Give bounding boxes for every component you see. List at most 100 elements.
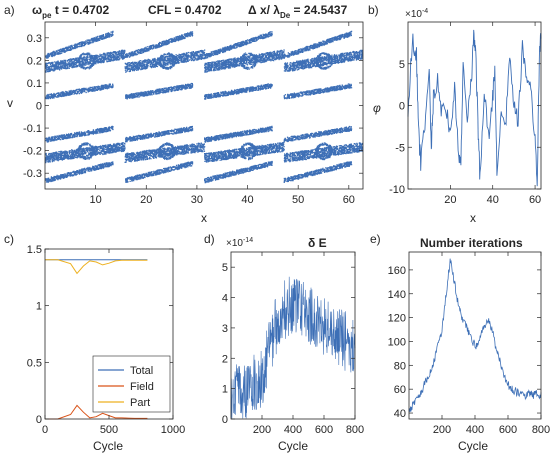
panel-b-scale: ×10-4 (405, 8, 428, 20)
panel-c-legend: Total Field Part (92, 355, 171, 413)
panel-a-xticks: 10 20 30 40 50 60 (90, 22, 355, 206)
panel-a-title-delta-val: = 24.5437 (290, 3, 347, 17)
panel-a-title-delta: Δ x/ λ (248, 3, 280, 17)
panel-a-xtick-label: 30 (191, 194, 203, 206)
panel-a-yticks: 0.3 0.2 0.1 0 -0.1 -0.2 -0.3 (23, 33, 363, 180)
panel-a-ytick-label: -0.2 (23, 146, 42, 158)
panel-e-label: e) (370, 232, 381, 246)
panel-e-title: Number iterations (420, 236, 523, 250)
panel-a-title-omega-sub: pe (42, 11, 52, 20)
svg-text:ωpe t = 0.4702: ωpe t = 0.4702 (32, 3, 110, 20)
panel-b-xtick-label: 60 (529, 194, 541, 206)
panel-e-ytick-label: 40 (394, 408, 406, 420)
panel-c-xlabel: Cycle (93, 439, 123, 453)
panel-e-xtick-label: 600 (499, 424, 517, 436)
panel-d-ytick-label: 5 (222, 262, 228, 274)
panel-e-ytick-label: 120 (388, 313, 406, 325)
panel-b-xlabel: x (470, 211, 476, 225)
panel-c-xtick-label: 500 (100, 424, 118, 436)
panel-c-xtick-label: 1000 (161, 424, 185, 436)
panel-a-plot (45, 30, 363, 184)
panel-a-scatter-points (45, 30, 363, 184)
panel-d: d) ×10-14 δ E 0 1 2 3 4 5 200 400 600 800 Cycle (204, 232, 364, 453)
panel-c-ytick-label: 0.5 (27, 357, 42, 369)
panel-e-xtick-label: 400 (466, 424, 484, 436)
panel-c-legend-box (92, 355, 171, 413)
panel-b-yticks: 5 0 -5 -10 (389, 59, 541, 196)
panel-e-ytick-label: 60 (394, 384, 406, 396)
panel-c-legend-label-field: Field (130, 381, 154, 393)
panel-c-series-part (45, 259, 148, 275)
panel-b-ylabel: φ (373, 101, 381, 115)
panel-d-ytick-label: 3 (222, 323, 228, 335)
panel-c-ytick-label: 1.5 (27, 244, 42, 256)
panel-a-ytick-label: 0 (36, 101, 42, 113)
panel-a-ylabel: v (7, 96, 13, 110)
panel-a-xtick-label: 10 (90, 194, 102, 206)
panel-b-line (407, 29, 542, 187)
panel-e-ytick-label: 100 (388, 336, 406, 348)
panel-d-line (230, 276, 356, 419)
panel-c: c) 0 0.5 1 1.5 0 500 1000 Cycle Total Field Par… (4, 232, 185, 453)
panel-d-xtick-label: 200 (253, 424, 271, 436)
panel-e: e) Number iterations 406080100120140160 … (370, 232, 550, 453)
panel-b-plot (407, 29, 542, 187)
panel-d-xtick-label: 400 (284, 424, 302, 436)
panel-c-ytick-label: 1 (36, 301, 42, 313)
panel-a-ytick-label: -0.3 (23, 168, 42, 180)
panel-b-ytick-label: -5 (395, 142, 405, 154)
panel-d-scale: ×10-14 (226, 237, 253, 249)
panel-d-ytick-label: 0 (222, 414, 228, 426)
panel-c-legend-label-total: Total (130, 365, 153, 377)
panel-a-xtick-label: 20 (140, 194, 152, 206)
panel-a-title-delta-sub: De (280, 11, 291, 20)
panel-d-ytick-label: 1 (222, 384, 228, 396)
panel-e-ytick-label: 160 (388, 265, 406, 277)
panel-b-ytick-label: 0 (399, 101, 405, 113)
panel-a-xtick-label: 50 (292, 194, 304, 206)
panel-e-line (408, 258, 542, 413)
panel-e-xtick-label: 800 (532, 424, 550, 436)
panel-d-label: d) (204, 232, 215, 246)
panel-e-xlabel: Cycle (458, 439, 488, 453)
svg-text:Δ x/ λDe = 24.5437: Δ x/ λDe = 24.5437 (248, 3, 348, 20)
panel-a-xtick-label: 60 (343, 194, 355, 206)
panel-e-plot (408, 258, 542, 413)
panel-b-scale-base: ×10 (405, 9, 422, 20)
panel-a-ytick-label: 0.1 (27, 78, 42, 90)
panel-b-ytick-label: 5 (399, 59, 405, 71)
panel-c-legend-label-part: Part (130, 397, 150, 409)
panel-c-series-field (45, 404, 148, 420)
panel-e-ytick-label: 140 (388, 289, 406, 301)
panel-c-yticks: 0 0.5 1 1.5 (27, 244, 173, 426)
panel-a-ytick-label: 0.2 (27, 55, 42, 67)
panel-d-xticks: 200 400 600 800 (253, 252, 364, 436)
panel-b-xtick-label: 40 (487, 194, 499, 206)
panel-c-xtick-label: 0 (42, 424, 48, 436)
panel-e-xticks: 200 400 600 800 (433, 252, 550, 436)
panel-d-xlabel: Cycle (278, 439, 308, 453)
panel-a-title-omega: ω (32, 3, 42, 17)
panel-d-xtick-label: 800 (346, 424, 364, 436)
panel-a-xtick-label: 40 (241, 194, 253, 206)
panel-d-plot (230, 276, 356, 419)
panel-d-xtick-label: 600 (315, 424, 333, 436)
panel-d-yticks: 0 1 2 3 4 5 (222, 262, 355, 426)
panel-b: b) ×10-4 5 0 -5 -10 20 40 60 φ x (368, 3, 542, 225)
panel-a: a) ωpe t = 0.4702 CFL = 0.4702 Δ x/ λDe … (4, 3, 364, 225)
panel-c-plot (45, 259, 148, 420)
panel-d-scale-exp: -14 (243, 237, 253, 244)
panel-a-label: a) (4, 3, 15, 17)
panel-c-ytick-label: 0 (36, 414, 42, 426)
panel-c-label: c) (4, 232, 14, 246)
panel-a-title-t: t = 0.4702 (51, 3, 109, 17)
panel-c-xticks: 0 500 1000 (42, 249, 185, 436)
panel-a-ytick-label: 0.3 (27, 33, 42, 45)
panel-b-label: b) (368, 3, 379, 17)
panel-d-title: δ E (308, 236, 327, 250)
panel-a-xlabel: x (201, 211, 207, 225)
panel-e-yticks: 40 60 80 100 120 140 160 (388, 265, 541, 420)
panel-b-xtick-label: 20 (444, 194, 456, 206)
panel-b-scale-exp: -4 (422, 8, 428, 15)
